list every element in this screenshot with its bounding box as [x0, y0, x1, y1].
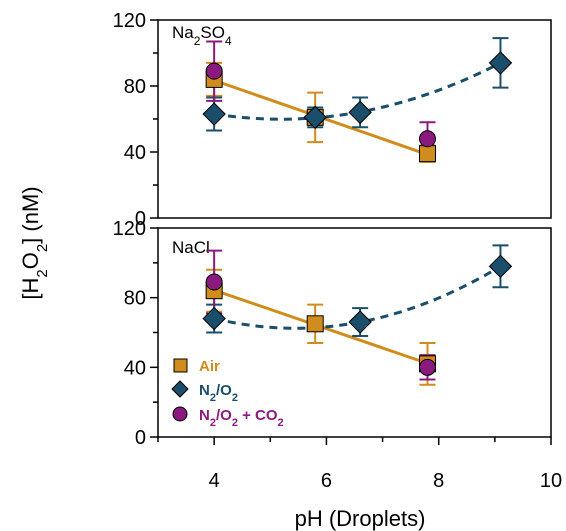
y-axis-title: [H2O2] (nM)	[18, 186, 51, 299]
y-tick-label: 0	[135, 208, 146, 230]
point-n2o2-co2	[418, 130, 436, 148]
legend: Air N2/O2 N2/O2 + CO2	[171, 358, 284, 429]
point-n2o2	[202, 306, 226, 331]
point-n2o2	[348, 100, 372, 125]
x-tick-label: 4	[209, 470, 220, 492]
point-n2o2	[348, 310, 372, 334]
point-n2o2-co2	[205, 62, 223, 80]
legend-marker-n2o2	[171, 380, 189, 398]
legend-marker-n2o2-co2	[172, 406, 188, 422]
point-n2o2-co2	[418, 358, 436, 376]
y-tick-label: 120	[113, 218, 146, 240]
y-tick-label: 80	[124, 76, 146, 98]
y-tick-label: 120	[113, 10, 146, 32]
point-n2o2	[488, 51, 513, 75]
point-n2o2	[202, 102, 226, 126]
point-air	[418, 145, 436, 163]
y-tick-label: 0	[135, 427, 146, 449]
legend-label-n2o2-co2: N2/O2 + CO2	[199, 407, 284, 429]
x-tick-label: 8	[433, 470, 444, 492]
x-axis-title: pH (Droplets)	[295, 506, 426, 531]
y-tick-label: 80	[124, 288, 146, 310]
x-tick-label: 10	[540, 470, 562, 492]
legend-marker-air	[173, 358, 188, 373]
panel-label-nacl: NaCl	[172, 238, 210, 257]
y-tick-label: 40	[124, 142, 146, 164]
point-n2o2	[488, 254, 513, 279]
point-n2o2	[303, 105, 327, 130]
point-n2o2-co2	[205, 273, 223, 291]
y-tick-label: 40	[124, 357, 146, 379]
legend-label-air: Air	[199, 358, 220, 375]
point-air	[306, 315, 324, 333]
x-tick-label: 6	[321, 470, 332, 492]
panel-label-na2so4: Na2SO4	[172, 23, 232, 48]
legend-label-n2o2: N2/O2	[199, 382, 238, 404]
